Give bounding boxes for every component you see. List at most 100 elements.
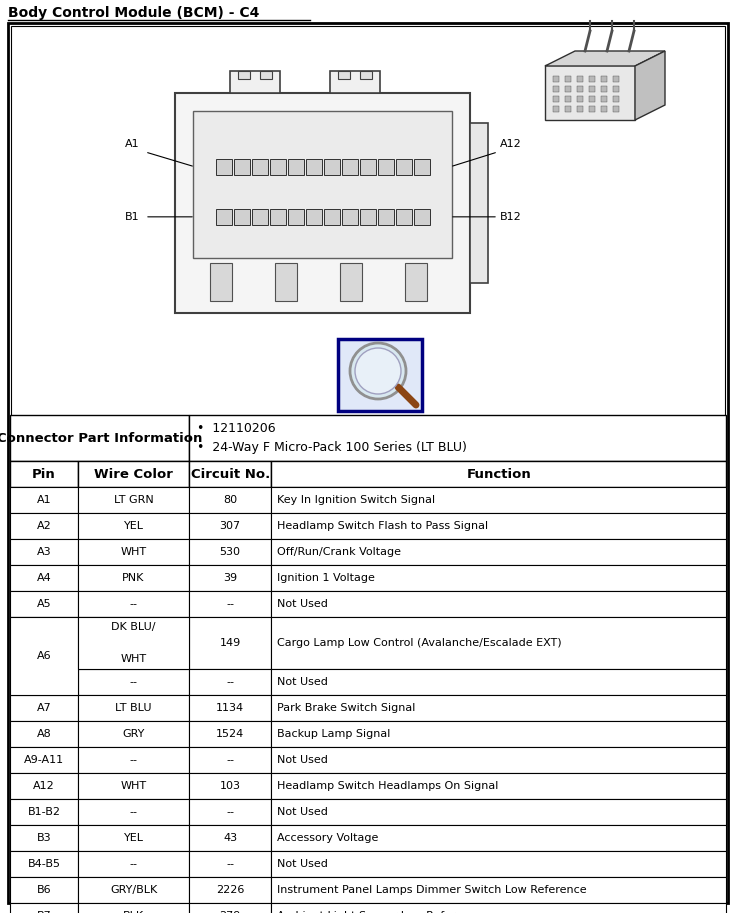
- Bar: [272, 565, 726, 591]
- Bar: [272, 513, 726, 539]
- Text: A5: A5: [37, 599, 52, 609]
- Text: 149: 149: [219, 638, 241, 648]
- Bar: [78, 747, 189, 773]
- Bar: [189, 513, 272, 539]
- Bar: [10, 513, 78, 539]
- Text: 2226: 2226: [216, 885, 244, 895]
- Bar: [342, 209, 358, 225]
- Text: 530: 530: [219, 547, 241, 557]
- Bar: [470, 123, 488, 283]
- Text: 103: 103: [219, 781, 241, 791]
- Bar: [577, 106, 583, 112]
- Text: --: --: [130, 755, 138, 765]
- Bar: [189, 773, 272, 799]
- Text: Accessory Voltage: Accessory Voltage: [277, 833, 379, 843]
- Text: Headlamp Switch Flash to Pass Signal: Headlamp Switch Flash to Pass Signal: [277, 521, 489, 531]
- Bar: [78, 513, 189, 539]
- Bar: [601, 76, 607, 82]
- Bar: [601, 106, 607, 112]
- Bar: [238, 71, 250, 79]
- Text: YEL: YEL: [124, 833, 144, 843]
- Text: Not Used: Not Used: [277, 677, 328, 687]
- Bar: [230, 71, 280, 93]
- Bar: [272, 877, 726, 903]
- Text: •  12110206
•  24-Way F Micro-Pack 100 Series (LT BLU): • 12110206 • 24-Way F Micro-Pack 100 Ser…: [197, 422, 467, 454]
- Bar: [78, 721, 189, 747]
- Text: A4: A4: [37, 573, 52, 583]
- Text: --: --: [226, 599, 234, 609]
- Text: A1: A1: [37, 495, 52, 505]
- Bar: [10, 591, 78, 617]
- Text: Ambient Light Sensor Low Reference: Ambient Light Sensor Low Reference: [277, 911, 483, 913]
- Text: --: --: [226, 807, 234, 817]
- Bar: [78, 877, 189, 903]
- Bar: [601, 96, 607, 102]
- Polygon shape: [545, 51, 665, 66]
- Bar: [189, 877, 272, 903]
- Bar: [342, 159, 358, 175]
- Bar: [78, 695, 189, 721]
- Bar: [252, 159, 267, 175]
- Bar: [10, 617, 78, 669]
- Bar: [305, 159, 322, 175]
- Bar: [613, 106, 619, 112]
- Bar: [189, 747, 272, 773]
- Bar: [10, 747, 78, 773]
- Text: WHT: WHT: [121, 781, 146, 791]
- Text: Not Used: Not Used: [277, 599, 328, 609]
- Bar: [405, 263, 427, 301]
- Polygon shape: [635, 51, 665, 120]
- Text: Key In Ignition Switch Signal: Key In Ignition Switch Signal: [277, 495, 436, 505]
- Bar: [189, 695, 272, 721]
- Bar: [260, 71, 272, 79]
- Bar: [553, 86, 559, 92]
- Bar: [589, 76, 595, 82]
- Bar: [577, 86, 583, 92]
- Bar: [589, 86, 595, 92]
- Text: 39: 39: [223, 573, 237, 583]
- Text: WHT: WHT: [121, 547, 146, 557]
- Text: --: --: [226, 859, 234, 869]
- Text: 1134: 1134: [216, 703, 244, 713]
- Bar: [189, 903, 272, 913]
- Text: 1524: 1524: [216, 729, 244, 739]
- Bar: [359, 209, 375, 225]
- Text: A7: A7: [37, 703, 52, 713]
- Text: Headlamp Switch Headlamps On Signal: Headlamp Switch Headlamps On Signal: [277, 781, 499, 791]
- Text: Ignition 1 Voltage: Ignition 1 Voltage: [277, 573, 375, 583]
- Text: DK BLU/
WHT: DK BLU/ WHT: [111, 632, 156, 654]
- Text: Connector Part Information: Connector Part Information: [0, 432, 202, 445]
- Bar: [269, 159, 286, 175]
- Text: Circuit No.: Circuit No.: [191, 467, 270, 480]
- Text: Function: Function: [467, 467, 531, 480]
- Bar: [613, 96, 619, 102]
- Bar: [233, 209, 250, 225]
- Text: GRY/BLK: GRY/BLK: [110, 885, 157, 895]
- Bar: [189, 617, 272, 669]
- Circle shape: [355, 348, 401, 394]
- Bar: [78, 799, 189, 825]
- Bar: [272, 617, 726, 669]
- Bar: [269, 209, 286, 225]
- Bar: [288, 159, 303, 175]
- Bar: [553, 106, 559, 112]
- Text: 279: 279: [219, 911, 241, 913]
- Bar: [189, 721, 272, 747]
- Text: --: --: [226, 677, 234, 687]
- Bar: [10, 825, 78, 851]
- Bar: [78, 851, 189, 877]
- Bar: [565, 86, 571, 92]
- Bar: [189, 799, 272, 825]
- Bar: [378, 209, 394, 225]
- Bar: [272, 903, 726, 913]
- Bar: [10, 721, 78, 747]
- Bar: [305, 209, 322, 225]
- Bar: [272, 851, 726, 877]
- Bar: [78, 591, 189, 617]
- Text: --: --: [130, 859, 138, 869]
- Text: GRY: GRY: [122, 729, 145, 739]
- Bar: [272, 825, 726, 851]
- Bar: [414, 159, 430, 175]
- Bar: [553, 76, 559, 82]
- Bar: [78, 617, 189, 669]
